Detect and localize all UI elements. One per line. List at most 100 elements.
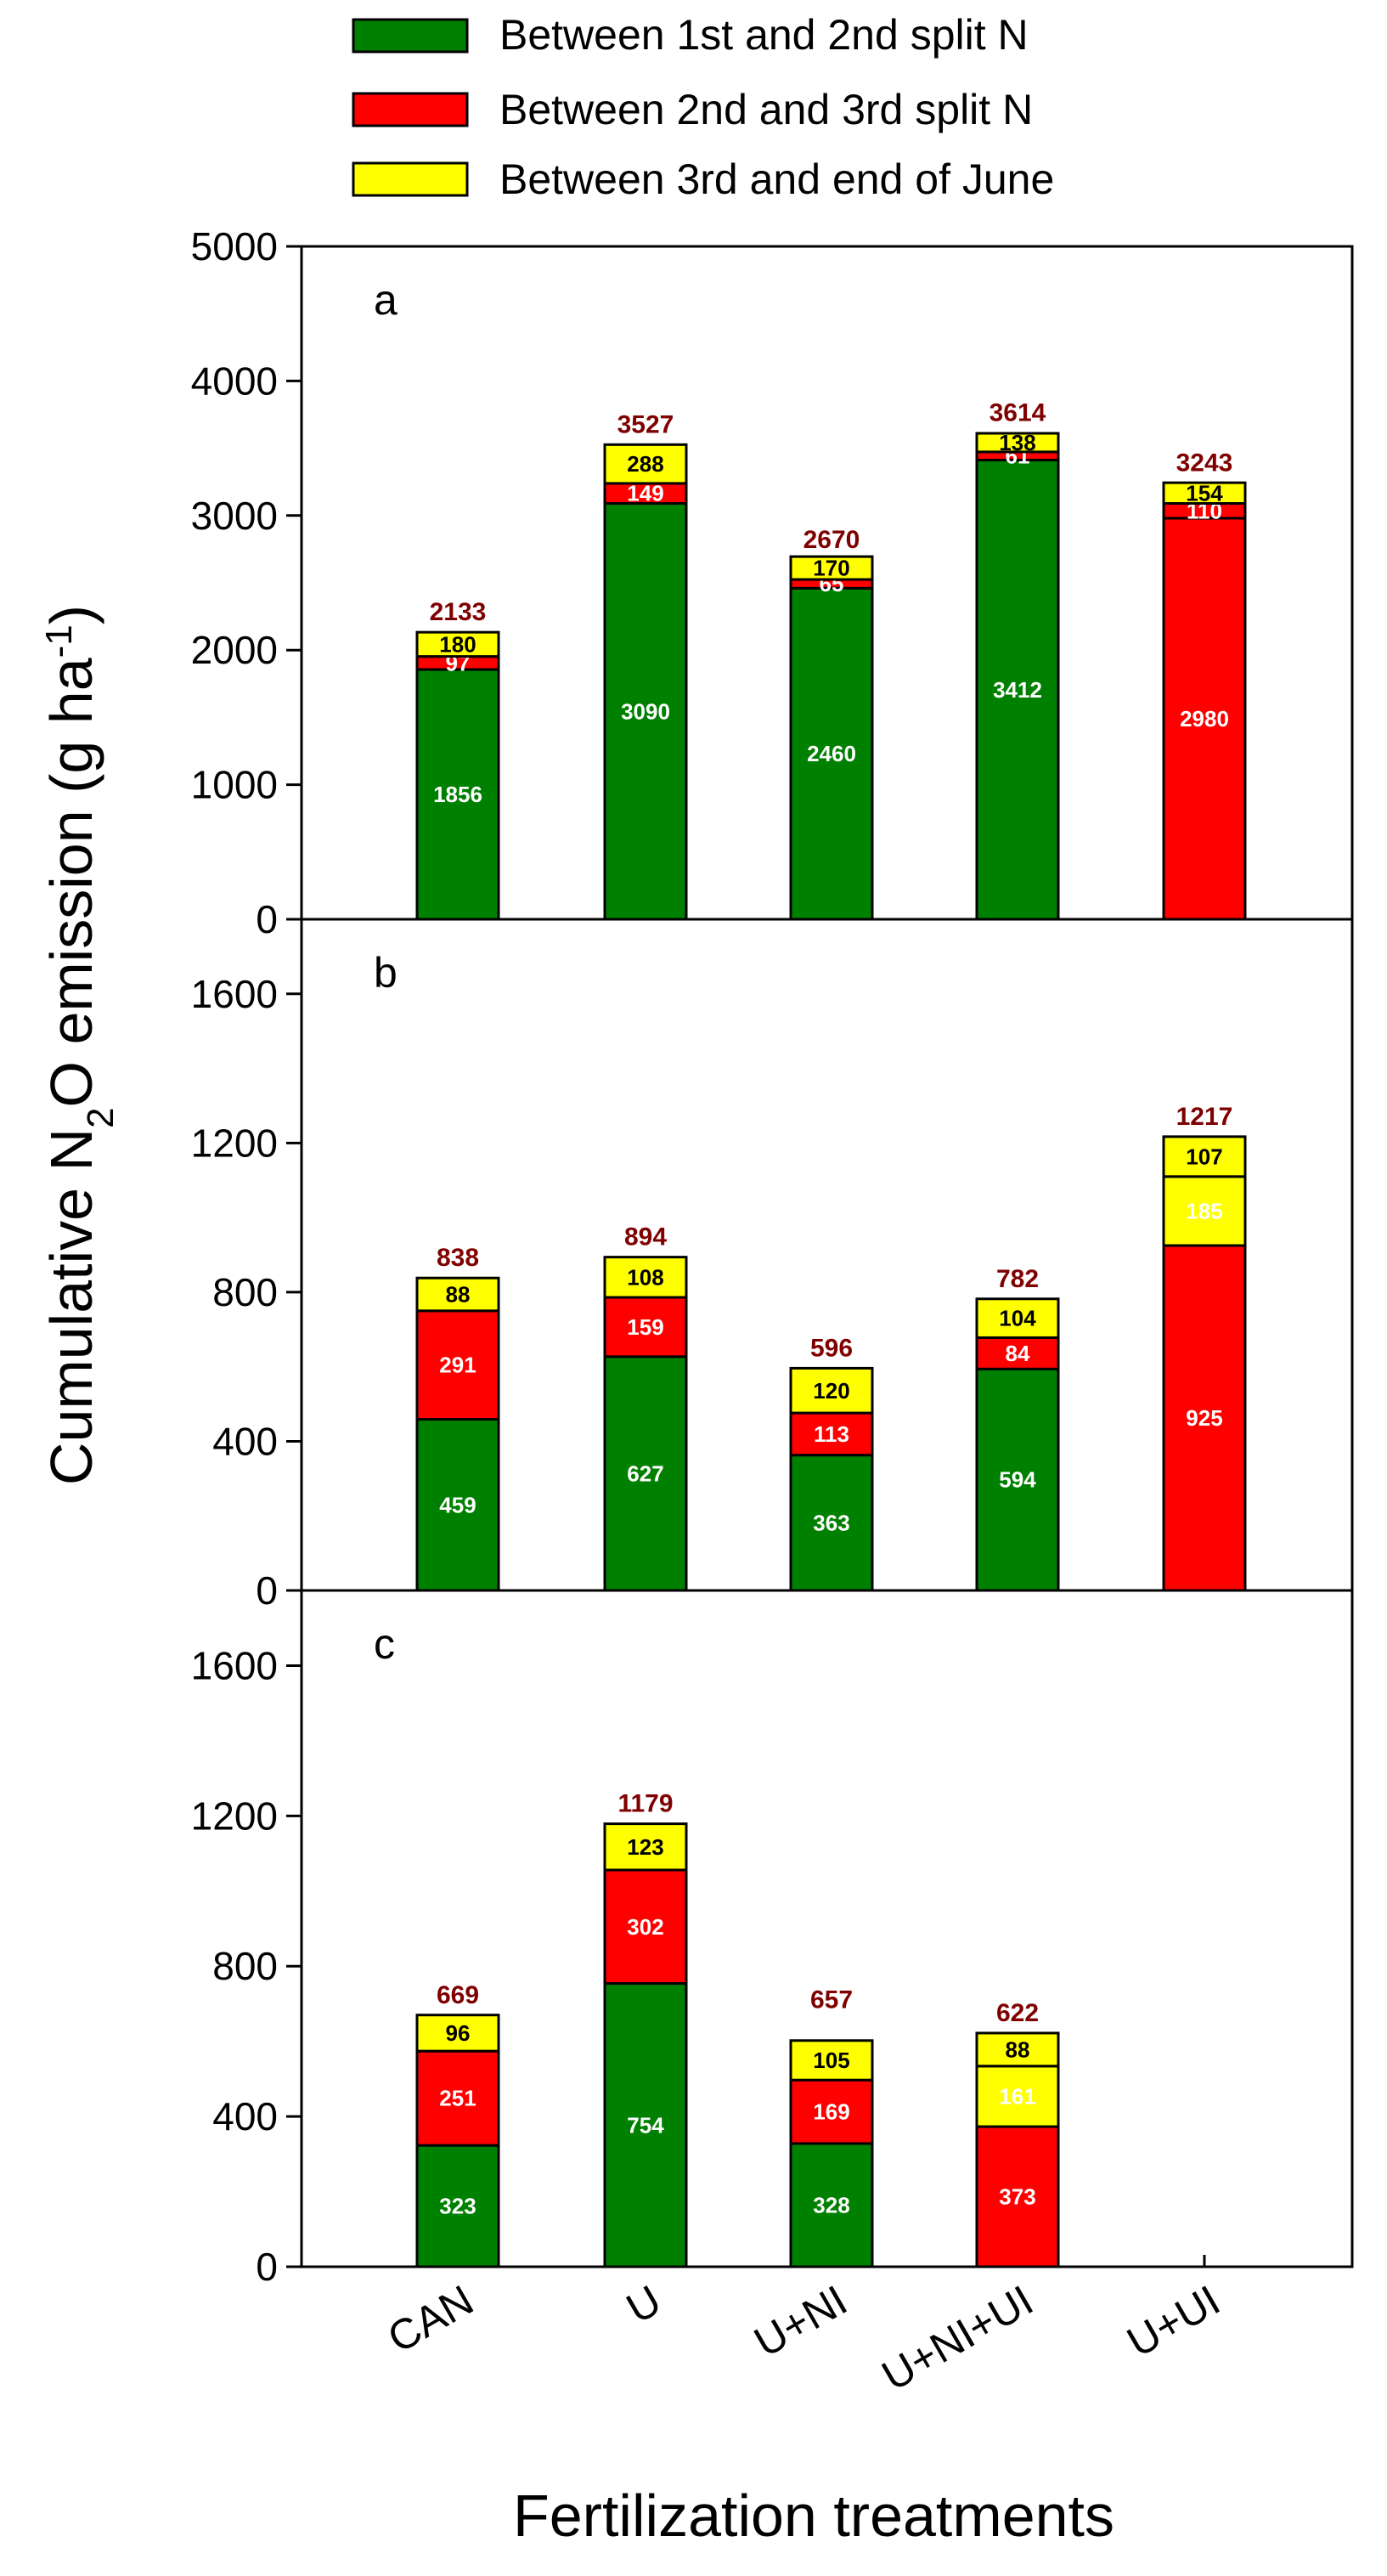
panel-letter: c [374,1620,395,1668]
bar-segment [975,2065,1060,2128]
bar-segment-label: 754 [627,2112,664,2138]
panel-letter: a [374,276,397,324]
bar-segment-label: 84 [1006,1341,1030,1366]
bar-segment-label: 373 [999,2184,1035,2210]
bar-segment-label: 627 [627,1460,663,1486]
bar-segment-label: 925 [1186,1405,1222,1431]
y-axis-title-superscript: -1 [38,624,80,658]
y-axis-title: Cumulative N2O emission (g ha-1) [38,605,121,1485]
bar-segment-label: 291 [439,1353,476,1378]
y-tick-label: 1200 [191,1794,278,1838]
bar-total-label: 1179 [617,1790,673,1818]
panel-letter: b [374,949,397,997]
bar-total-label: 596 [810,1334,853,1362]
panel-a: a010002000300040005000185697180213330901… [191,224,1354,941]
y-axis-title-subscript: 2 [80,1107,121,1127]
bar-segment-label: 107 [1186,1144,1222,1169]
bar-segment [603,1982,688,2268]
y-tick-label: 1000 [191,763,278,807]
bar-segment-label: 149 [627,481,663,506]
bar-segment-label: 170 [813,556,849,581]
bar-CAN: 323 251 96 669 [415,1981,500,2268]
bar-U+NI: 363 113 120 596 [789,1334,874,1592]
legend-label-2: Between 2nd and 3rd split N [499,86,1033,133]
y-tick-label: 400 [212,2094,278,2138]
y-axis-title-unit: O emission (g ha [38,658,104,1107]
bar-segment [789,1411,874,1457]
bar-segment-label: 138 [999,430,1035,455]
bar-segment-label: 323 [439,2194,476,2219]
bar-segment-label: 251 [439,2086,476,2111]
bar-segment-label: 159 [627,1314,663,1340]
bar-total-label: 3243 [1176,449,1233,477]
bar-segment [975,2031,1060,2068]
y-axis-title-main: Cumulative N [38,1128,104,1485]
y-tick-label: 0 [256,2245,278,2289]
y-tick-label: 1600 [191,1643,278,1687]
y-tick-label: 5000 [191,224,278,268]
bar-segment-label: 88 [446,1282,471,1308]
bar-segment-label: 113 [814,1421,849,1447]
legend-swatch-1 [352,18,469,54]
bar-total-label: 3527 [617,410,674,438]
y-tick-label: 3000 [191,494,278,538]
bar-U: 3090 149 288 3527 [603,410,688,921]
bar-segment-label: 108 [627,1264,663,1290]
bar-segment-label: 169 [813,2099,849,2125]
y-tick-label: 1600 [191,972,278,1016]
legend-item-1: Between 1st and 2nd split N [352,11,1029,59]
bar-segment [415,2014,500,2053]
bar-segment [789,2039,874,2082]
x-axis-title: Fertilization treatments [513,2483,1114,2549]
bar-segment-label: 123 [627,1834,663,1860]
bar-segment-label: 3090 [621,698,670,724]
bar-segment-label: 161 [999,2083,1035,2109]
y-tick-label: 800 [212,1944,278,1988]
panel-b: b 0 400 800 1200 1600 459 291 88 838 627 159 108 894 3… [191,918,1354,1613]
bar-segment [415,2049,500,2147]
bar-segment-label: 154 [1186,480,1223,506]
bar-segment [415,2144,500,2268]
bar-segment-label: 88 [1006,2037,1030,2062]
bar-U+NI+UI: 373 161 88 622 [975,1999,1060,2268]
y-tick-label: 1200 [191,1121,278,1165]
bar-segment-label: 3412 [993,677,1042,703]
bar-segment [1162,517,1247,921]
bar-total-label: 782 [996,1265,1039,1293]
bar-U+UI: 925 185 107 1217 [1162,1103,1247,1592]
y-tick-label: 800 [212,1270,278,1314]
y-axis-title-close: ) [38,605,104,624]
bar-segment-label: 104 [999,1306,1036,1331]
bar-segment [789,2078,874,2145]
bar-total-label: 894 [624,1223,667,1251]
bar-total-label: 1217 [1176,1103,1233,1131]
y-tick-label: 2000 [191,628,278,672]
legend-swatch-2 [352,92,469,127]
bar-segment [415,668,500,921]
bar-segment [789,1454,874,1592]
bar-segment [415,1309,500,1421]
bar-segment [603,1868,688,1986]
bar-total-label: 3614 [990,399,1046,427]
bar-segment-label: 2980 [1180,706,1229,732]
bar-segment-label: 328 [813,2192,849,2217]
y-tick-label: 400 [212,1419,278,1463]
bar-segment-label: 185 [1186,1198,1222,1223]
legend: Between 1st and 2nd split N Between 2nd … [352,11,1054,203]
bar-segment [789,1366,874,1415]
bar-total-label: 622 [996,1999,1039,2027]
bar-segment [975,1336,1060,1370]
bar-segment [603,502,688,921]
bar-segment-label: 180 [439,631,476,657]
bar-segment [975,2125,1060,2268]
bar-segment [789,555,874,581]
legend-label-3: Between 3rd and end of June [499,155,1054,203]
bar-U: 627 159 108 894 [603,1223,688,1592]
bar-CAN: 459 291 88 838 [415,1244,500,1592]
legend-swatch-3 [352,161,469,197]
